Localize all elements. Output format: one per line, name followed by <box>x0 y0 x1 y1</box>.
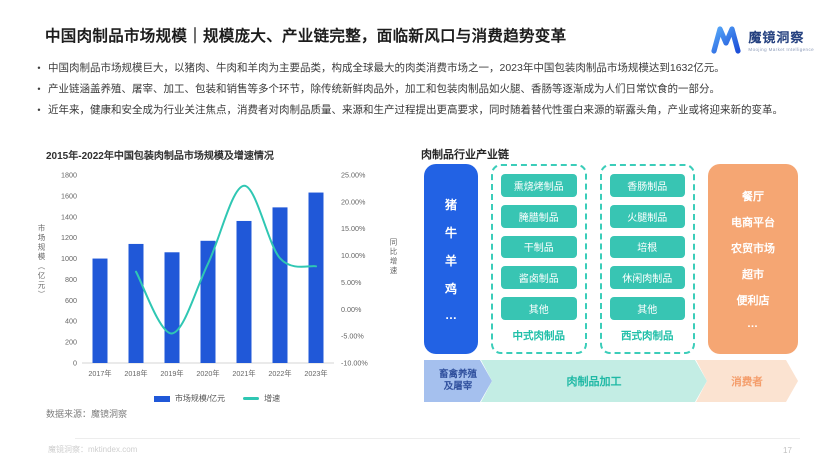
product-item: 酱卤制品 <box>501 266 577 290</box>
left-axis-tick: 200 <box>65 338 77 347</box>
footer-site-text: 魔镜洞察：mktindex.com <box>48 445 138 454</box>
bar-2018年 <box>128 243 144 363</box>
western-style-group: 香肠制品 火腿制品 培根 休闲肉制品 其他 西式肉制品 <box>599 164 695 354</box>
right-axis-tick: 15.00% <box>341 224 366 233</box>
moojing-logo-icon <box>711 26 742 54</box>
left-axis-tick: 400 <box>65 317 77 326</box>
bullet-list: • 中国肉制品市场规模巨大，以猪肉、牛肉和羊肉为主要品类，构成全球最大的肉类消费… <box>30 60 805 123</box>
logo: 魔镜洞察 Moojing Market Intelligence <box>710 24 814 54</box>
left-axis-tick: 800 <box>65 275 77 284</box>
right-axis-tick: -10.00% <box>341 359 368 368</box>
growth-rate-line <box>135 184 317 335</box>
stage-consumer: 消费者 <box>696 360 798 402</box>
market-size-growth-chart: 0 200 400 600 800 1000 1200 1400 1600 1800 -10.00%… <box>61 171 368 379</box>
line-swatch-icon <box>243 397 260 400</box>
bullet-item: • 近年来，健康和安全成为行业关注焦点，消费者对肉制品质量、来源和生产过程提出更… <box>30 102 805 119</box>
left-axis-tick: 0 <box>73 359 77 368</box>
bullet-marker: • <box>37 63 41 73</box>
left-axis-tick: 1800 <box>61 171 77 180</box>
x-axis-tick: 2020年 <box>196 369 219 378</box>
page-number: 17 <box>783 446 792 455</box>
right-axis-label: 同比增速 <box>389 238 398 276</box>
left-axis-tick: 1200 <box>61 233 77 242</box>
right-axis-tick: 25.00% <box>341 171 366 180</box>
product-item: 腌腊制品 <box>501 204 577 228</box>
stage-meat-processing: 肉制品加工 <box>481 360 707 402</box>
logo-tagline: Moojing Market Intelligence <box>748 46 814 52</box>
bullet-item: • 产业链涵盖养殖、屠宰、加工、包装和销售等多个环节，除传统新鲜肉品外，加工和包… <box>30 81 805 98</box>
bullet-text: 中国肉制品市场规模巨大，以猪肉、牛肉和羊肉为主要品类，构成全球最大的肉类消费市场… <box>48 62 725 74</box>
raw-meat-source-box: 猪 牛 羊 鸡 … <box>424 164 478 354</box>
x-axis-tick: 2019年 <box>160 369 183 378</box>
left-axis-tick: 1000 <box>61 254 77 263</box>
diagram-title: 肉制品行业产业链 <box>421 149 509 161</box>
x-axis-tick: 2022年 <box>268 369 291 378</box>
x-axis-tick: 2018年 <box>124 369 147 378</box>
bullet-item: • 中国肉制品市场规模巨大，以猪肉、牛肉和羊肉为主要品类，构成全球最大的肉类消费… <box>30 60 805 77</box>
left-axis-tick: 1600 <box>61 191 77 200</box>
bar-2017年 <box>92 258 108 363</box>
chain-stages: 畜禽养殖 及屠宰 肉制品加工 消费者 <box>424 360 798 402</box>
bar-2023年 <box>308 192 324 363</box>
chinese-style-group: 熏烧烤制品 腌腊制品 干制品 酱卤制品 其他 中式肉制品 <box>491 164 587 354</box>
page-title: 中国肉制品市场规模｜规模庞大、产业链完整，面临新风口与消费趋势变革 <box>45 28 567 45</box>
product-item: 培根 <box>609 235 685 259</box>
product-item: 休闲肉制品 <box>609 266 685 290</box>
product-item: 香肠制品 <box>609 174 685 197</box>
x-axis-tick: 2017年 <box>88 369 111 378</box>
left-axis-tick: 600 <box>65 296 77 305</box>
chart-title: 2015年-2022年中国包装肉制品市场规模及增速情况 <box>46 151 274 162</box>
bar-2022年 <box>272 207 288 363</box>
right-axis-tick: 5.00% <box>341 278 362 287</box>
right-axis-tick: 20.00% <box>341 197 366 206</box>
product-item: 干制品 <box>501 235 577 259</box>
bullet-marker: • <box>37 84 41 94</box>
left-axis-tick: 1400 <box>61 212 77 221</box>
x-axis-tick: 2023年 <box>304 369 327 378</box>
group-label: 西式肉制品 <box>621 330 674 342</box>
footer-divider <box>75 438 800 439</box>
bar-2021年 <box>236 220 252 363</box>
left-axis-label: 市场规模（亿元） <box>37 224 46 300</box>
product-item: 火腿制品 <box>609 204 685 228</box>
bullet-text: 近年来，健康和安全成为行业关注焦点，消费者对肉制品质量、来源和生产过程提出更高要… <box>48 104 783 116</box>
industry-chain-diagram: 猪 牛 羊 鸡 … 熏烧烤制品 腌腊制品 干制品 酱卤制品 其他 中式肉制品 香… <box>424 164 798 354</box>
logo-name: 魔镜洞察 <box>748 29 805 45</box>
sales-channel-box: 餐厅 电商平台 农贸市场 超市 便利店 … <box>708 164 798 354</box>
right-axis-tick: 10.00% <box>341 251 366 260</box>
legend-item-growth: 增速 <box>243 393 280 404</box>
bullet-text: 产业链涵盖养殖、屠宰、加工、包装和销售等多个环节，除传统新鲜肉品外，加工和包装肉… <box>48 83 720 95</box>
stage-breeding-slaughter: 畜禽养殖 及屠宰 <box>424 360 492 402</box>
right-axis-tick: 0.00% <box>341 305 362 314</box>
bar-swatch-icon <box>153 395 170 402</box>
product-item: 其他 <box>609 297 685 320</box>
right-axis-tick: -5.00% <box>341 332 364 341</box>
bullet-marker: • <box>37 105 41 115</box>
bar-2020年 <box>200 240 216 363</box>
product-item: 熏烧烤制品 <box>501 174 577 197</box>
product-item: 其他 <box>501 297 577 320</box>
x-axis-tick: 2021年 <box>232 369 255 378</box>
legend-item-market-size: 市场规模/亿元 <box>153 393 225 404</box>
bar-2019年 <box>164 252 180 363</box>
data-source-note: 数据来源：魔镜洞察 <box>46 409 128 419</box>
group-label: 中式肉制品 <box>512 330 566 342</box>
chart-legend: 市场规模/亿元 增速 <box>48 393 386 404</box>
